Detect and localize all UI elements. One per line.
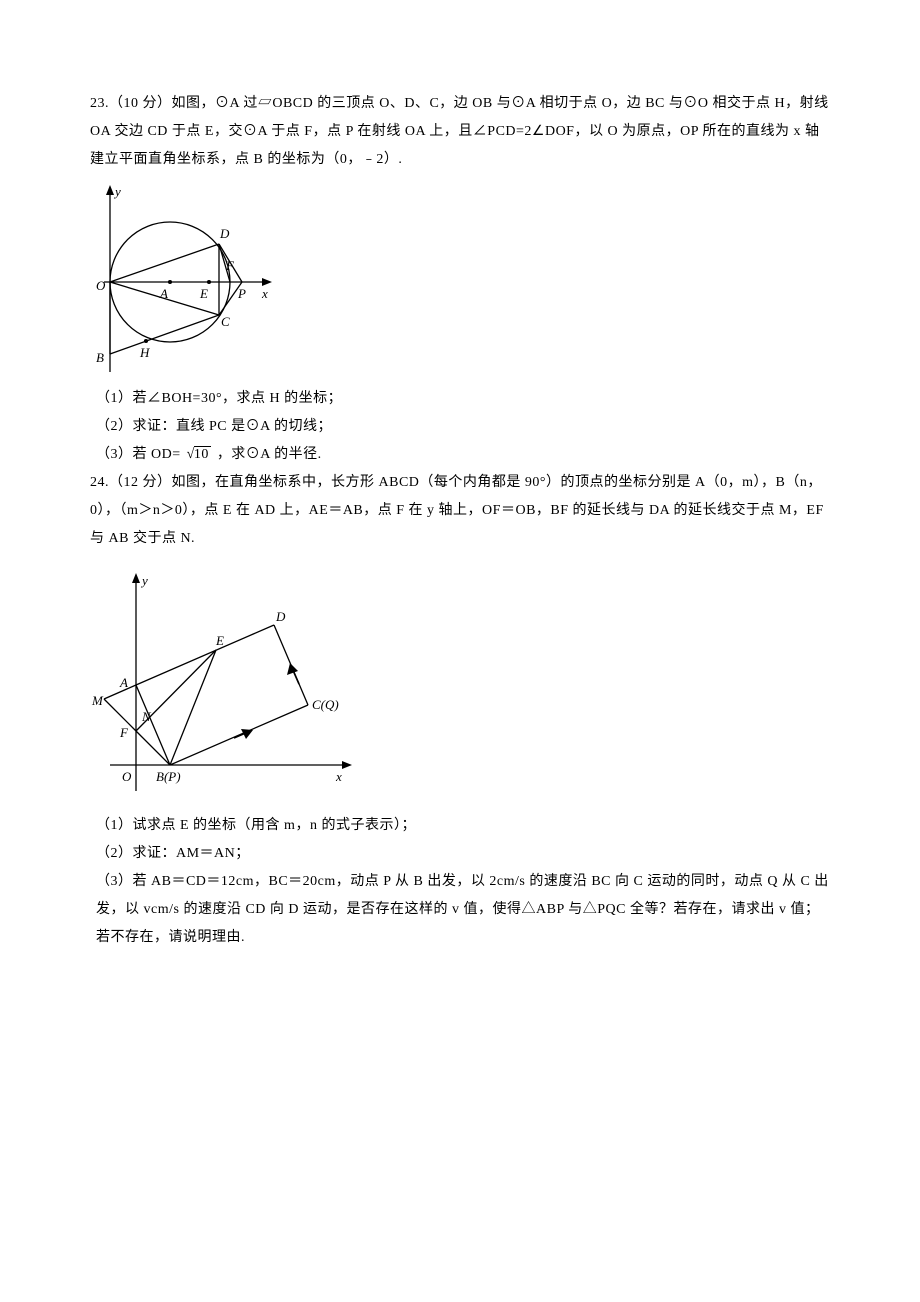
- q24-label-x: x: [335, 769, 342, 784]
- q24-label-C: C(Q): [312, 697, 339, 712]
- q24-label-O: O: [122, 769, 132, 784]
- q23-label-F: F: [225, 258, 235, 273]
- q24-sub2: （2）求证：AM＝AN；: [90, 840, 830, 868]
- q24-sub1: （1）试求点 E 的坐标（用含 m，n 的式子表示）；: [90, 812, 830, 840]
- q23-sub3: （3）若 OD= 10 ，求⊙A 的半径.: [90, 441, 830, 469]
- sqrt-icon: 10: [187, 441, 211, 469]
- q24-figure-svg: y x O A B(P) C(Q) D E F M N: [90, 569, 358, 797]
- q23-sub3-prefix: （3）若 OD=: [96, 447, 185, 462]
- q23-figure: y x O A E P D F C H B: [90, 182, 830, 379]
- q23-figure-svg: y x O A E P D F C H B: [90, 182, 276, 374]
- q23-label-y: y: [113, 184, 121, 199]
- q23-label-E: E: [199, 286, 208, 301]
- q24-label-E: E: [215, 633, 224, 648]
- q23-label-C: C: [221, 314, 230, 329]
- q24-label-B: B(P): [156, 769, 181, 784]
- q23-label-A: A: [159, 286, 168, 301]
- q24-label-F: F: [119, 725, 129, 740]
- q23-sub1: （1）若∠BOH=30°，求点 H 的坐标；: [90, 385, 830, 413]
- q24-heading: 24.（12 分）如图，在直角坐标系中，长方形 ABCD（每个内角都是 90°）…: [90, 469, 830, 553]
- q23-sub3-suffix: ，求⊙A 的半径.: [213, 447, 322, 462]
- q23-label-x: x: [261, 286, 268, 301]
- q23-sub3-sqrt: 10: [194, 446, 211, 462]
- q23-heading: 23.（10 分）如图，⊙A 过▱OBCD 的三顶点 O、D、C，边 OB 与⊙…: [90, 90, 830, 174]
- q23-label-B: B: [96, 350, 104, 365]
- q23-label-P: P: [237, 286, 246, 301]
- q23-label-H: H: [139, 345, 150, 360]
- q24-sub3: （3）若 AB＝CD＝12cm，BC＝20cm，动点 P 从 B 出发，以 2c…: [90, 868, 830, 952]
- q23-label-O: O: [96, 278, 106, 293]
- q24-label-y: y: [140, 573, 148, 588]
- q23-sub2: （2）求证：直线 PC 是⊙A 的切线；: [90, 413, 830, 441]
- q24-label-N: N: [141, 709, 152, 724]
- q24-label-M: M: [91, 693, 104, 708]
- q23-label-D: D: [219, 226, 230, 241]
- q24-figure: y x O A B(P) C(Q) D E F M N: [90, 569, 830, 802]
- q24-label-D: D: [275, 609, 286, 624]
- q24-label-A: A: [119, 675, 128, 690]
